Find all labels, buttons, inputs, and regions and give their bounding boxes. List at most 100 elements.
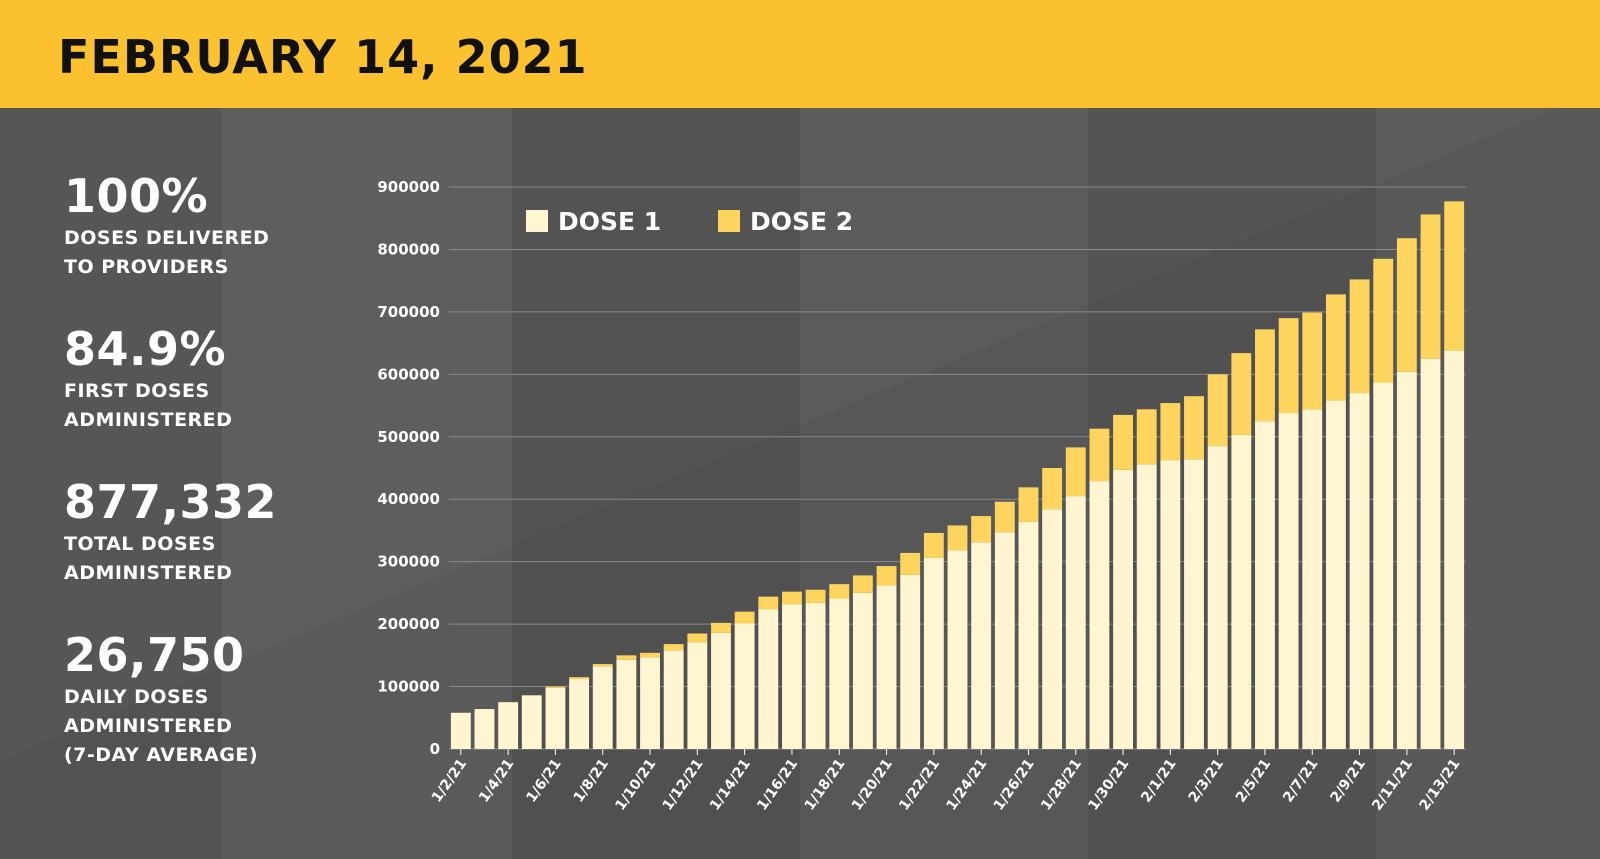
bar-dose1 xyxy=(994,532,1015,749)
x-tick-label: 1/20/21 xyxy=(849,756,896,813)
bar-dose2 xyxy=(1113,414,1133,470)
bar-dose1 xyxy=(592,666,613,749)
bar-dose1 xyxy=(971,542,992,749)
x-tick-label: 1/2/21 xyxy=(429,756,470,805)
y-tick-label: 400000 xyxy=(377,490,440,508)
bar-dose2 xyxy=(852,575,873,593)
stat-daily-doses: 26,750 DAILY DOSES ADMINISTERED (7-DAY A… xyxy=(64,629,258,770)
bar-dose1 xyxy=(1278,413,1299,749)
x-tick-label: 1/14/21 xyxy=(707,756,754,813)
x-tick-label: 2/13/21 xyxy=(1417,756,1464,813)
bar-dose1 xyxy=(474,709,495,749)
bar-dose2 xyxy=(1136,409,1157,465)
bar-dose2 xyxy=(616,655,637,660)
bar-dose2 xyxy=(923,532,944,558)
stat-doses-delivered: 100% DOSES DELIVERED TO PROVIDERS xyxy=(64,170,269,282)
bar-dose2 xyxy=(947,525,968,551)
bar-dose1 xyxy=(1042,509,1063,749)
y-tick-label: 500000 xyxy=(377,428,440,446)
bar-dose1 xyxy=(1302,409,1323,749)
y-tick-label: 700000 xyxy=(377,303,440,321)
bar-dose1 xyxy=(1349,393,1370,749)
bar-dose2 xyxy=(782,591,802,605)
bar-dose1 xyxy=(782,604,802,749)
y-tick-label: 100000 xyxy=(377,678,440,696)
bar-dose1 xyxy=(852,592,873,749)
bar-dose2 xyxy=(1160,403,1181,461)
bar-dose2 xyxy=(1042,468,1063,510)
bar-dose1 xyxy=(734,623,755,749)
bar-dose1 xyxy=(947,550,968,749)
stat-value: 26,750 xyxy=(64,628,245,682)
bar-dose1 xyxy=(1207,446,1228,749)
bar-dose1 xyxy=(640,657,660,749)
bar-dose2 xyxy=(592,664,613,667)
bar-dose2 xyxy=(1373,258,1394,383)
bar-dose2 xyxy=(734,611,755,624)
x-tick-label: 2/7/21 xyxy=(1280,756,1321,805)
bar-dose1 xyxy=(1018,521,1039,749)
bar-dose1 xyxy=(829,598,850,749)
bar-dose1 xyxy=(1113,469,1133,749)
bar-dose1 xyxy=(616,659,637,749)
stat-total-doses: 877,332 TOTAL DOSES ADMINISTERED xyxy=(64,476,277,588)
x-tick-label: 1/8/21 xyxy=(571,756,612,805)
x-tick-label: 2/11/21 xyxy=(1369,756,1416,813)
bar-dose2 xyxy=(663,644,684,651)
x-tick-label: 2/1/21 xyxy=(1138,756,1179,805)
x-tick-label: 1/30/21 xyxy=(1085,756,1132,813)
bar-dose2 xyxy=(640,652,660,658)
bar-dose2 xyxy=(1018,487,1039,522)
y-axis-ticks: 0 100000 200000 300000 400000 500000 600000 700… xyxy=(377,178,440,758)
bar-dose2 xyxy=(1349,279,1370,394)
bar-dose2 xyxy=(900,552,921,575)
x-tick-label: 1/6/21 xyxy=(523,756,564,805)
x-tick-label: 1/26/21 xyxy=(991,756,1038,813)
bar-dose2 xyxy=(876,566,897,586)
bar-dose1 xyxy=(711,632,731,749)
bar-dose1 xyxy=(687,642,708,749)
bar-dose2 xyxy=(994,501,1015,533)
bar-dose1 xyxy=(1444,350,1465,749)
bar-dose2 xyxy=(1325,294,1346,401)
x-axis-ticks: 1/2/21 1/4/21 1/6/21 1/8/21 1/10/21 1/12/21 1/… xyxy=(429,749,1464,814)
x-tick-label: 2/9/21 xyxy=(1328,756,1369,805)
bar-dose1 xyxy=(1065,496,1086,749)
bar-dose1 xyxy=(1136,464,1157,749)
header-bar: FEBRUARY 14, 2021 xyxy=(0,0,1600,108)
bar-dose2 xyxy=(687,633,708,643)
bar-dose1 xyxy=(1420,358,1441,749)
legend-swatch-dose1 xyxy=(526,210,548,232)
bar-dose2 xyxy=(1231,353,1252,435)
bar-dose2 xyxy=(805,589,826,603)
y-tick-label: 300000 xyxy=(377,553,440,571)
bar-dose1 xyxy=(569,679,590,749)
bar-dose1 xyxy=(1373,382,1394,749)
stat-value: 877,332 xyxy=(64,475,278,529)
stat-first-doses: 84.9% FIRST DOSES ADMINISTERED xyxy=(64,323,232,435)
bar-dose1 xyxy=(450,712,471,749)
y-tick-label: 600000 xyxy=(377,365,440,383)
y-tick-label: 900000 xyxy=(377,178,440,196)
legend-label-dose1: DOSE 1 xyxy=(558,207,661,236)
legend: DOSE 1 DOSE 2 xyxy=(526,207,853,236)
bar-dose2 xyxy=(1396,238,1417,372)
bar-dose1 xyxy=(900,574,921,749)
stat-label: DOSES DELIVERED TO PROVIDERS xyxy=(64,227,270,278)
bar-dose2 xyxy=(829,584,850,599)
bar-dose2 xyxy=(1089,428,1110,482)
bar-dose2 xyxy=(1420,214,1441,359)
x-tick-label: 1/28/21 xyxy=(1038,756,1085,813)
bar-dose1 xyxy=(545,687,566,749)
bar-dose2 xyxy=(545,686,566,688)
bar-dose2 xyxy=(1207,374,1228,447)
x-tick-label: 1/18/21 xyxy=(802,756,849,813)
bar-dose2 xyxy=(1278,318,1299,414)
bars xyxy=(450,201,1465,749)
y-tick-label: 800000 xyxy=(377,240,440,258)
bar-dose1 xyxy=(923,557,944,749)
bar-dose1 xyxy=(498,702,519,749)
bar-dose1 xyxy=(1184,459,1204,749)
bar-dose1 xyxy=(758,609,779,749)
stat-value: 84.9% xyxy=(64,322,227,376)
